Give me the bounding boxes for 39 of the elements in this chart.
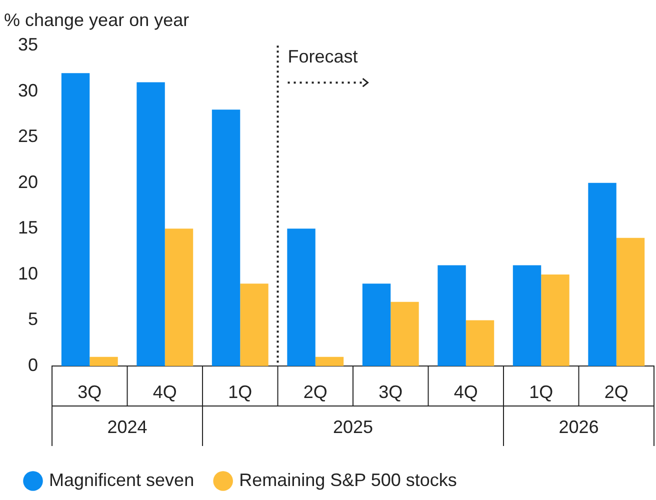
y-tick-label: 10 (18, 263, 38, 284)
annotation: Forecast (288, 46, 358, 67)
x-tick-label: 2Q (604, 382, 628, 402)
x-tick-label: 3Q (78, 382, 102, 402)
bar (438, 265, 466, 366)
y-axis-title: % change year on year (4, 10, 190, 30)
bar (512, 265, 542, 366)
bar (61, 73, 90, 366)
bar (362, 284, 391, 366)
bar (212, 110, 240, 366)
bar (541, 274, 570, 366)
bar (136, 82, 165, 366)
bar (466, 320, 494, 366)
x-tick-label: 2Q (303, 382, 328, 402)
x-tick-label: 1Q (529, 382, 554, 402)
x-tick-label: 1Q (228, 382, 252, 402)
bar (315, 356, 344, 366)
y-tick-label: 0 (28, 354, 38, 375)
bar (287, 228, 316, 366)
y-tick-label: 15 (18, 218, 38, 238)
bar (240, 284, 268, 366)
bar (164, 228, 194, 366)
legend-label: Magnificent seven (49, 470, 194, 490)
y-tick-label: 35 (18, 34, 38, 55)
x-tick-label: 4Q (152, 382, 177, 402)
y-tick-label: 30 (18, 80, 38, 100)
bar (588, 182, 616, 366)
legend-label: Remaining S&P 500 stocks (239, 470, 457, 490)
y-tick-label: 25 (18, 126, 38, 146)
x-tick-label: 3Q (378, 382, 403, 402)
text: 2025 (332, 416, 374, 437)
x-tick-label: 4Q (454, 382, 478, 402)
y-tick-label: 5 (28, 309, 38, 330)
bar (616, 238, 645, 366)
bar (90, 356, 118, 366)
text: 2026 (558, 416, 599, 437)
bar (390, 302, 419, 366)
text: 2024 (107, 416, 148, 437)
y-tick-label: 20 (18, 172, 38, 192)
